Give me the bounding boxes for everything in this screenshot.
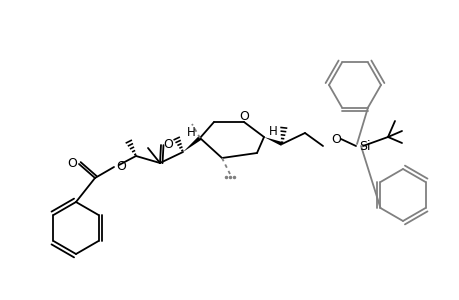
Polygon shape xyxy=(183,136,201,152)
Text: O: O xyxy=(162,137,173,151)
Text: H: H xyxy=(186,125,195,139)
Text: O: O xyxy=(330,133,340,146)
Text: Si: Si xyxy=(358,140,370,152)
Text: O: O xyxy=(67,157,77,169)
Text: O: O xyxy=(239,110,248,122)
Text: H: H xyxy=(268,124,277,137)
Text: O: O xyxy=(116,160,126,172)
Polygon shape xyxy=(263,137,282,146)
